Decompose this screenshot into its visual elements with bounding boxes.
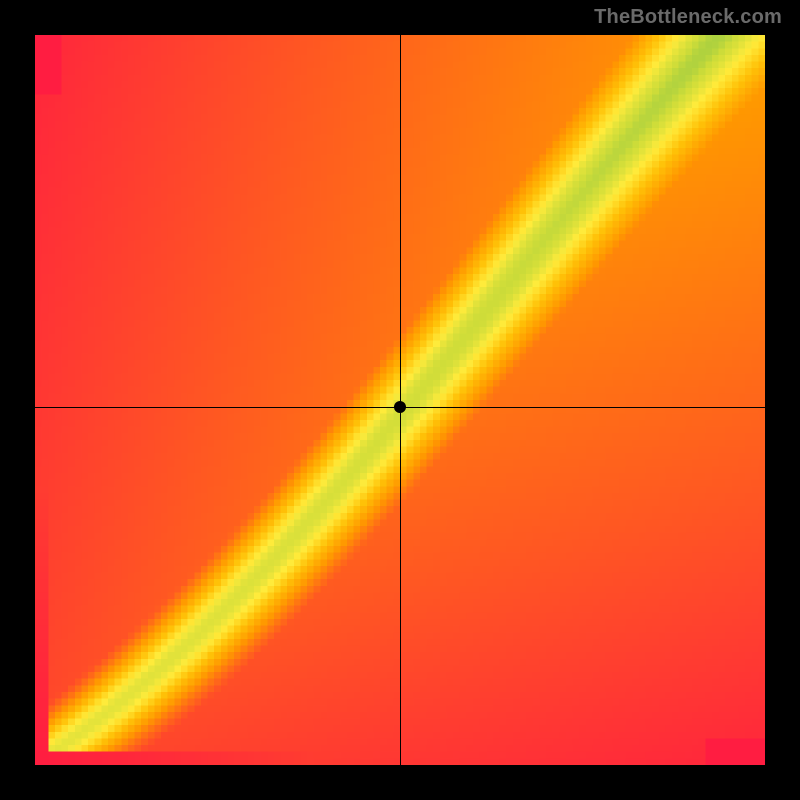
plot-area — [35, 35, 765, 765]
crosshair-marker — [394, 401, 406, 413]
figure-container: TheBottleneck.com — [0, 0, 800, 800]
watermark-text: TheBottleneck.com — [594, 6, 782, 29]
crosshair-vertical-line — [400, 35, 401, 765]
